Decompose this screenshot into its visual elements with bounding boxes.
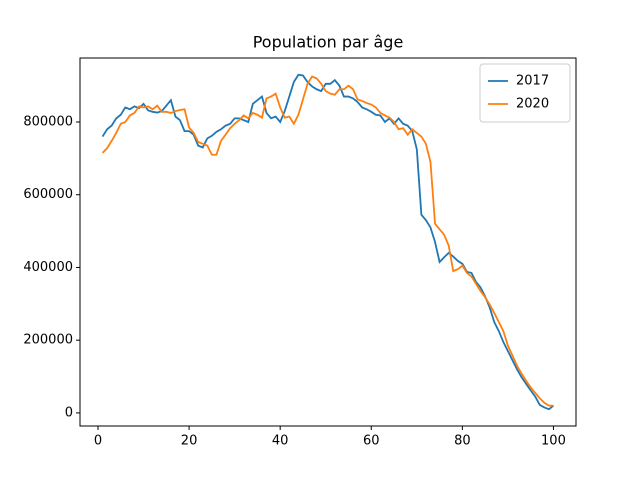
x-tick-label: 20 xyxy=(181,434,198,449)
y-tick-label: 800000 xyxy=(23,115,73,130)
y-tick-label: 200000 xyxy=(23,333,73,348)
legend-label: 2020 xyxy=(516,97,549,112)
x-tick-label: 80 xyxy=(454,434,471,449)
legend-label: 2017 xyxy=(516,74,549,89)
x-tick-label: 0 xyxy=(94,434,102,449)
x-tick-label: 60 xyxy=(363,434,380,449)
y-tick-label: 400000 xyxy=(23,260,73,275)
plot-frame xyxy=(79,57,577,427)
legend-box xyxy=(479,63,571,123)
series-line xyxy=(101,73,555,411)
y-tick-label: 600000 xyxy=(23,187,73,202)
y-tick-label: 0 xyxy=(65,405,73,420)
x-tick-label: 40 xyxy=(272,434,289,449)
series-line xyxy=(101,75,554,407)
x-tick-label: 100 xyxy=(541,434,566,449)
chart-title: Population par âge xyxy=(253,33,404,52)
